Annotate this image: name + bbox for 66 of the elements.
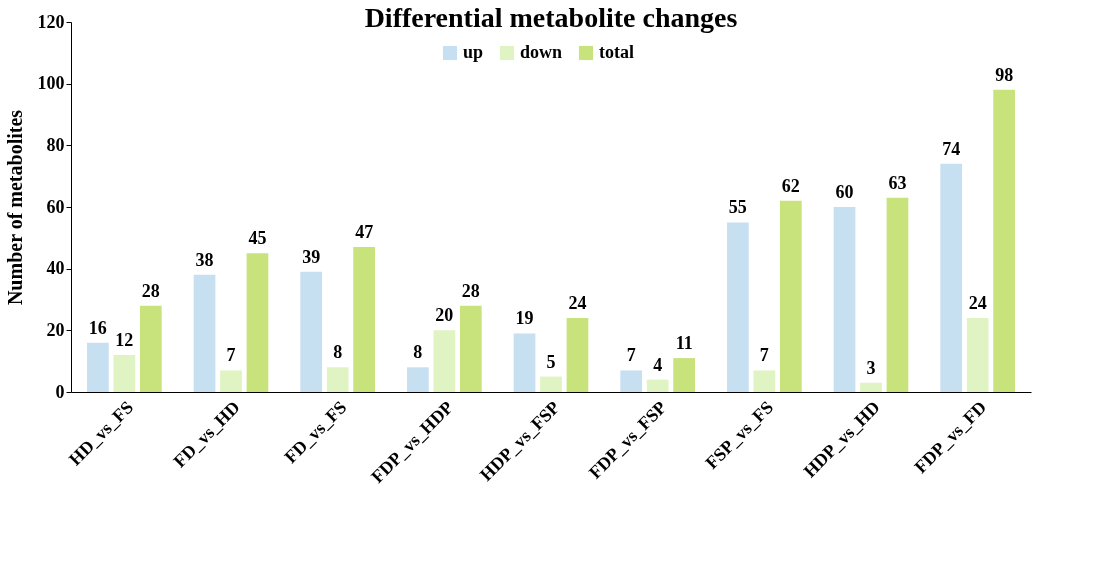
legend-label: up: [463, 42, 484, 62]
legend-label: total: [599, 42, 634, 62]
legend-label: down: [520, 42, 563, 62]
bar: [727, 222, 749, 392]
data-label: 28: [461, 280, 480, 301]
bar: [886, 197, 909, 392]
data-label: 7: [226, 345, 236, 366]
y-tick-label: 80: [46, 134, 65, 155]
bar: [966, 318, 989, 392]
data-label: 19: [515, 308, 534, 329]
bar: [326, 367, 349, 392]
bar: [993, 89, 1015, 392]
y-tick-label: 0: [55, 381, 65, 402]
bar: [753, 370, 776, 392]
data-label: 62: [781, 175, 800, 196]
bar: [193, 274, 216, 392]
bar: [220, 370, 242, 392]
bar: [300, 271, 323, 392]
data-label: 63: [888, 172, 907, 193]
bar: [779, 200, 802, 392]
y-axis-title: Number of metabolites: [3, 109, 26, 306]
y-tick-label: 40: [46, 258, 65, 279]
data-label: 8: [413, 342, 423, 363]
bar: [620, 370, 643, 392]
bar: [353, 247, 375, 392]
bar: [139, 305, 162, 392]
data-label: 8: [333, 342, 343, 363]
data-label: 4: [653, 354, 663, 375]
y-tick-label: 20: [46, 319, 65, 340]
bar: [566, 318, 589, 392]
bar: [407, 367, 429, 392]
data-label: 38: [195, 249, 214, 270]
bar: [459, 305, 482, 392]
data-label: 24: [968, 293, 987, 313]
data-label: 3: [866, 357, 876, 378]
y-tick-label: 100: [37, 73, 65, 94]
data-label: 28: [141, 280, 160, 301]
bar: [833, 207, 856, 392]
bar: [940, 163, 963, 392]
data-label: 20: [435, 305, 454, 326]
bar: [113, 355, 136, 392]
data-label: 16: [88, 317, 107, 338]
bar: [433, 330, 456, 392]
data-label: 60: [835, 182, 854, 202]
data-label: 7: [759, 345, 769, 366]
y-tick-label: 120: [37, 11, 65, 32]
bar: [860, 382, 882, 392]
data-label: 12: [115, 330, 134, 350]
bar: [673, 358, 695, 392]
bar: [646, 379, 669, 392]
y-tick-label: 60: [46, 196, 65, 217]
data-label: 5: [546, 351, 556, 372]
data-label: 98: [995, 64, 1014, 85]
data-label: 11: [675, 333, 693, 354]
chart-title: Differential metabolite changes: [364, 2, 738, 33]
data-label: 47: [355, 222, 374, 243]
bar: [513, 333, 536, 392]
data-label: 74: [942, 138, 961, 159]
data-label: 24: [568, 293, 587, 313]
data-label: 39: [302, 246, 321, 267]
bar: [246, 253, 269, 392]
data-label: 7: [626, 345, 636, 366]
data-label: 45: [248, 228, 267, 249]
bar: [540, 376, 562, 392]
bar: [87, 342, 109, 392]
data-label: 55: [728, 197, 747, 218]
